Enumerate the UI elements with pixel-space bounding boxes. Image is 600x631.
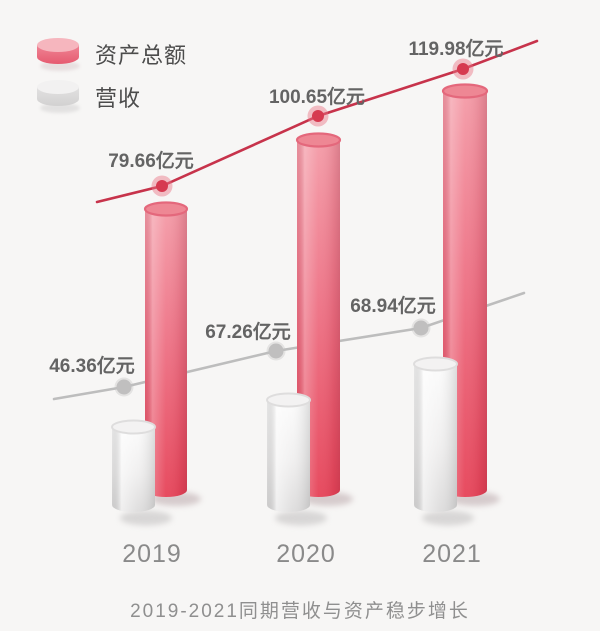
revenue-cylinder-2020 xyxy=(266,392,327,526)
asset-data-point-2020 xyxy=(307,105,329,127)
revenue-value-2021: 68.94亿元 xyxy=(350,296,436,317)
revenue-cylinder-2019 xyxy=(111,419,172,526)
x-axis-label-2020: 2020 xyxy=(276,540,336,568)
legend-asset-swatch-icon xyxy=(37,38,80,71)
legend-revenue-swatch-icon xyxy=(37,80,80,113)
chart-title: 2019-2021同期营收与资产稳步增长 xyxy=(130,601,470,622)
legend-asset-label: 资产总额 xyxy=(95,43,188,68)
asset-data-point-2019 xyxy=(151,175,173,197)
x-axis-label-2021: 2021 xyxy=(422,540,482,568)
asset-value-2021: 119.98亿元 xyxy=(408,39,504,60)
x-axis-label-2019: 2019 xyxy=(122,540,182,568)
revenue-value-2020: 67.26亿元 xyxy=(205,322,291,343)
legend-revenue-label: 营收 xyxy=(95,86,142,111)
asset-value-2020: 100.65亿元 xyxy=(268,87,366,108)
revenue-data-point-2020 xyxy=(266,341,286,361)
asset-trend-line xyxy=(95,39,539,204)
asset-value-2019: 79.66亿元 xyxy=(108,151,194,172)
asset-data-point-2021 xyxy=(452,58,474,80)
asset-cylinder-2019 xyxy=(143,201,201,506)
revenue-data-point-2019 xyxy=(114,377,134,397)
revenue-data-point-2021 xyxy=(411,318,431,338)
revenue-value-2019: 46.36亿元 xyxy=(49,356,135,377)
revenue-cylinder-2021 xyxy=(413,356,474,526)
